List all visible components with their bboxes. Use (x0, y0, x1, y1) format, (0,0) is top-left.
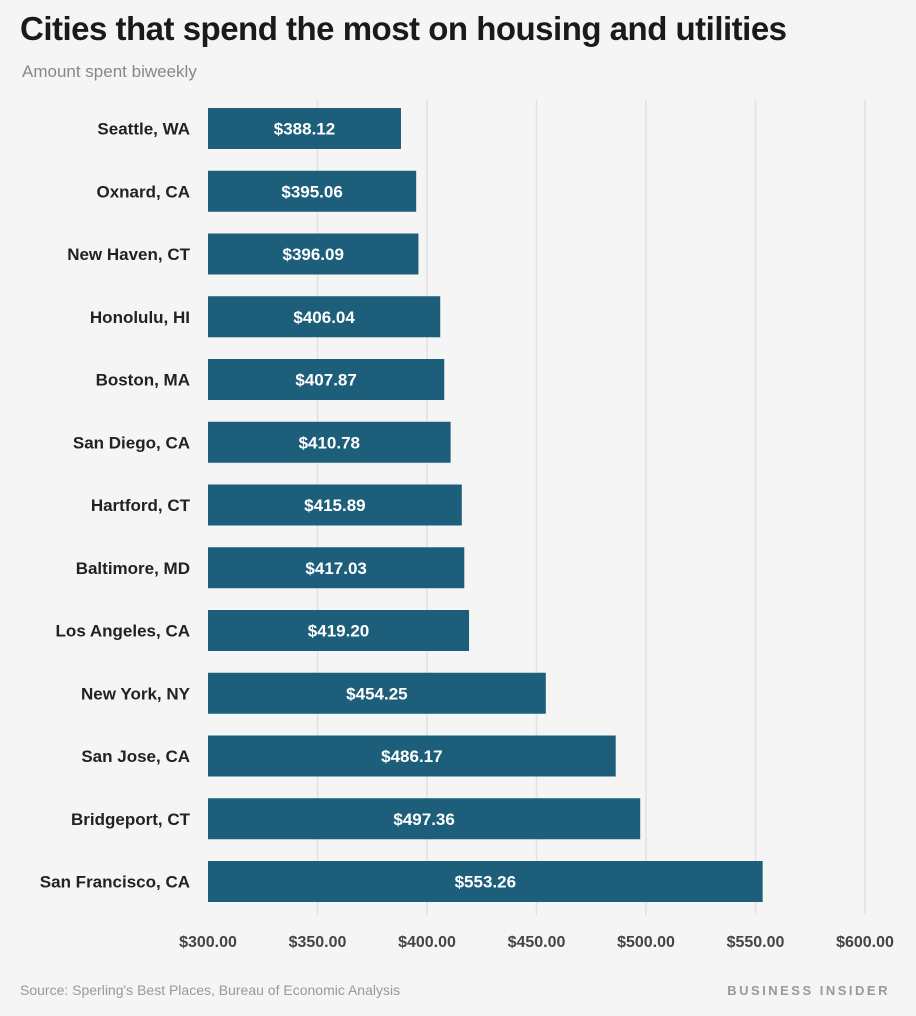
data-label: $415.89 (304, 496, 365, 515)
data-label: $406.04 (293, 308, 355, 327)
category-label: San Jose, CA (81, 747, 190, 766)
category-label: Los Angeles, CA (56, 622, 190, 641)
x-tick-label: $600.00 (836, 934, 894, 951)
bar (208, 610, 470, 651)
bar (208, 170, 417, 212)
data-label: $486.17 (381, 747, 442, 766)
category-label: Honolulu, HI (90, 308, 190, 327)
chart-subtitle: Amount spent biweekly (22, 62, 197, 81)
bar (208, 798, 641, 840)
x-tick-label: $300.00 (179, 934, 237, 951)
x-tick-label: $550.00 (727, 934, 785, 951)
category-label: New Haven, CT (67, 245, 190, 264)
bar (208, 547, 465, 589)
bar (208, 735, 616, 777)
category-label: Baltimore, MD (76, 559, 190, 578)
brand-logo: BUSINESS INSIDER (727, 983, 890, 998)
bar (208, 296, 441, 338)
category-label: San Francisco, CA (40, 873, 190, 892)
source-note: Source: Sperling's Best Places, Bureau o… (20, 982, 401, 998)
bar (208, 108, 401, 149)
chart-title: Cities that spend the most on housing an… (20, 10, 787, 47)
data-label: $407.87 (295, 371, 356, 390)
bar (208, 484, 462, 526)
x-tick-label: $500.00 (617, 934, 675, 951)
data-label: $454.25 (346, 684, 407, 703)
category-label: Seattle, WA (97, 120, 190, 139)
labels: $300.00 $350.00 $400.00 $450.00 $500.00 $550.… (40, 120, 894, 952)
data-label: $410.78 (299, 433, 360, 452)
category-label: San Diego, CA (73, 433, 190, 452)
data-label: $388.12 (274, 120, 335, 139)
category-label: Oxnard, CA (96, 182, 190, 201)
bar (208, 359, 445, 400)
data-label: $497.36 (393, 810, 454, 829)
x-tick-label: $450.00 (508, 934, 566, 951)
data-label: $419.20 (308, 622, 369, 641)
data-label: $553.26 (455, 873, 516, 892)
category-label: Bridgeport, CT (71, 810, 191, 829)
category-label: New York, NY (81, 684, 191, 703)
data-label: $395.06 (281, 182, 342, 201)
data-label: $417.03 (305, 559, 366, 578)
bar (208, 233, 419, 275)
x-tick-label: $400.00 (398, 934, 456, 951)
x-tick-label: $350.00 (289, 934, 347, 951)
data-label: $396.09 (282, 245, 343, 264)
bar (208, 672, 546, 714)
bars (208, 108, 763, 902)
category-label: Boston, MA (96, 371, 190, 390)
category-label: Hartford, CT (91, 496, 191, 515)
bar (208, 421, 451, 463)
bar (208, 861, 763, 902)
